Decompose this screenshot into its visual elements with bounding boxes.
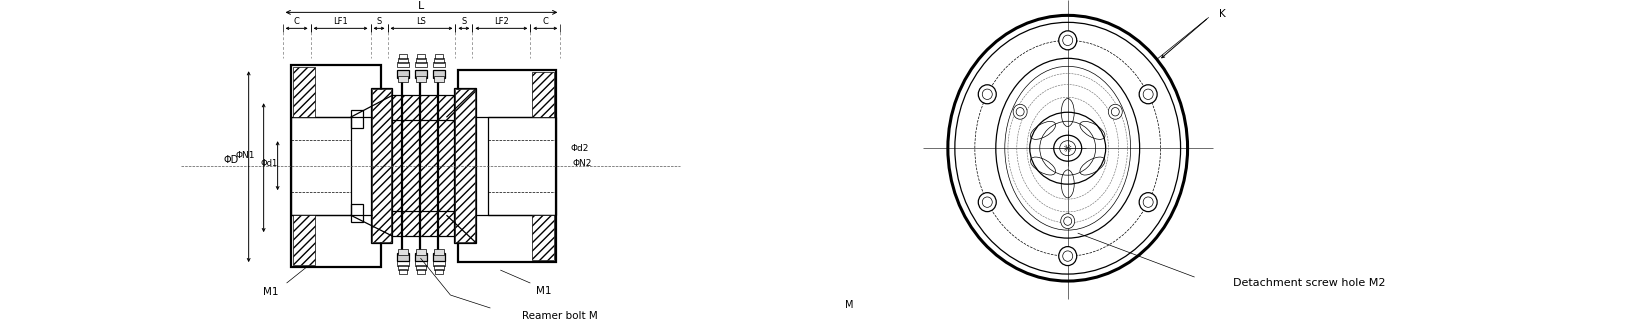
Bar (371, 88, 392, 243)
Bar (415, 253, 428, 261)
Bar (433, 261, 445, 266)
Ellipse shape (1061, 213, 1075, 229)
Bar (417, 249, 427, 255)
Bar (290, 117, 351, 215)
Bar (290, 65, 380, 267)
Bar (400, 269, 407, 274)
Bar (435, 249, 445, 255)
Ellipse shape (978, 85, 996, 104)
Bar (397, 261, 410, 266)
Bar (392, 95, 455, 236)
Bar (433, 253, 445, 261)
Bar (351, 204, 362, 222)
Text: ΦN1: ΦN1 (236, 151, 255, 160)
Bar (417, 54, 425, 59)
Bar (446, 110, 458, 128)
Ellipse shape (1140, 85, 1158, 104)
Bar (415, 62, 428, 67)
Bar (399, 76, 408, 82)
Bar (415, 70, 428, 78)
Bar (489, 117, 557, 215)
Bar (532, 215, 555, 260)
Text: LF1: LF1 (333, 17, 348, 26)
Bar (400, 54, 407, 59)
Bar (293, 67, 315, 117)
Bar (397, 62, 410, 67)
Bar (293, 215, 315, 265)
Text: S: S (377, 17, 382, 26)
Text: S: S (461, 17, 466, 26)
Text: ΦD: ΦD (222, 155, 239, 165)
Text: LS: LS (417, 17, 427, 26)
Bar (399, 58, 408, 63)
Text: LF2: LF2 (494, 17, 509, 26)
Text: C: C (293, 17, 300, 26)
Bar (435, 269, 443, 274)
Bar (435, 76, 445, 82)
Ellipse shape (1059, 247, 1077, 265)
Ellipse shape (978, 193, 996, 212)
Text: K: K (1219, 9, 1225, 20)
Bar (456, 89, 476, 242)
Bar (433, 62, 445, 67)
Ellipse shape (1013, 104, 1028, 119)
Bar (351, 110, 362, 128)
Text: Detachment screw hole M2: Detachment screw hole M2 (1234, 278, 1385, 288)
Text: M1: M1 (264, 287, 278, 297)
Bar (397, 70, 410, 78)
Text: M: M (845, 300, 853, 310)
Bar (433, 70, 445, 78)
Bar (399, 265, 408, 270)
Bar (399, 249, 408, 255)
Ellipse shape (1140, 193, 1158, 212)
Bar (417, 58, 427, 63)
Bar (446, 204, 458, 222)
Bar (417, 76, 427, 82)
Bar (435, 54, 443, 59)
Bar (435, 265, 445, 270)
Text: ΦN2: ΦN2 (572, 159, 591, 168)
Bar (415, 261, 428, 266)
Bar (458, 70, 557, 262)
Ellipse shape (1059, 31, 1077, 50)
Bar (435, 58, 445, 63)
Bar (417, 265, 427, 270)
Ellipse shape (1108, 104, 1122, 119)
Bar (372, 89, 392, 242)
Text: Φd1: Φd1 (260, 159, 277, 168)
Bar (392, 95, 455, 236)
Bar (532, 72, 555, 117)
Text: M1: M1 (535, 286, 552, 296)
Text: Φd2: Φd2 (570, 144, 588, 153)
Text: C: C (542, 17, 548, 26)
Text: L: L (418, 1, 425, 11)
Bar (455, 88, 476, 243)
Bar (417, 269, 425, 274)
Text: Reamer bolt M: Reamer bolt M (522, 311, 598, 321)
Bar (397, 253, 410, 261)
